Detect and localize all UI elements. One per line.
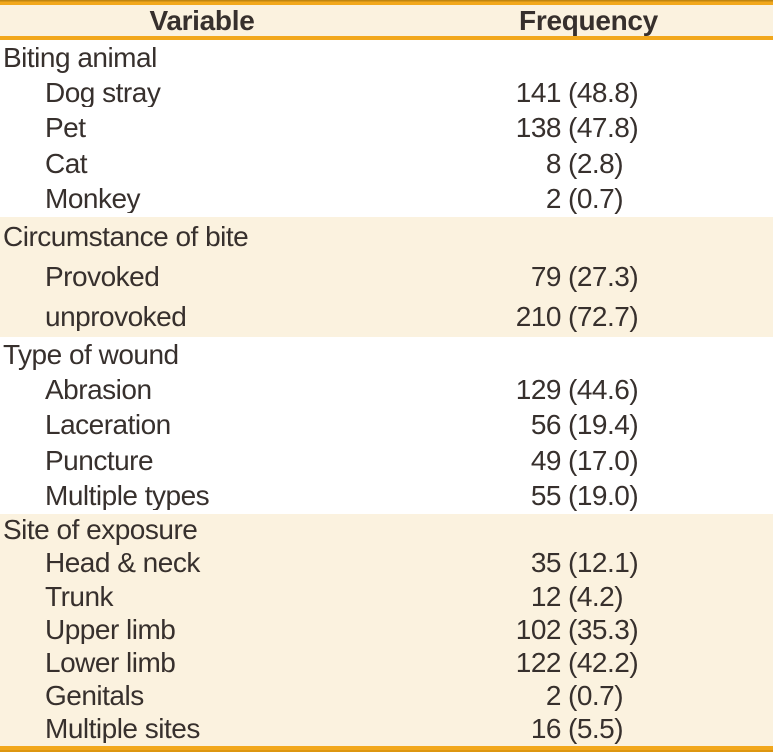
frequency-count: 12 <box>530 580 562 612</box>
frequency-count: 102 <box>515 613 562 645</box>
frequency-percent: (5.5) <box>568 713 624 745</box>
row-label: Head & neck <box>45 549 200 578</box>
frequency-percent: (27.3) <box>568 260 639 292</box>
row-frequency: 141 (48.8) <box>401 76 770 108</box>
column-header-frequency: Frequency <box>519 4 658 36</box>
frequency-count: 55 <box>530 479 562 511</box>
frequency-count: 210 <box>515 300 562 332</box>
frequency-count: 2 <box>545 182 562 214</box>
frequency-count: 56 <box>530 409 562 441</box>
row-frequency: 122 (42.2) <box>401 646 770 678</box>
row-label: Lower limb <box>45 648 176 677</box>
frequency-count: 129 <box>515 373 562 405</box>
frequency-percent: (17.0) <box>568 444 639 476</box>
section-header: Biting animal <box>3 41 157 73</box>
row-label: Pet <box>45 114 86 143</box>
table-section: Biting animal Dog stray 141 (48.8) Pet 138 (47… <box>0 40 773 217</box>
row-label: Abrasion <box>45 375 152 404</box>
frequency-percent: (0.7) <box>568 182 624 214</box>
row-frequency: 55 (19.0) <box>401 479 770 511</box>
row-label: Cat <box>45 149 88 178</box>
row-frequency: 210 (72.7) <box>401 300 770 332</box>
table-row: unprovoked 210 (72.7) <box>0 297 773 337</box>
frequency-percent: (72.7) <box>568 300 639 332</box>
table-row: Dog stray 141 (48.8) <box>0 75 773 110</box>
row-frequency: 102 (35.3) <box>401 613 770 645</box>
table-header-row: Variable Frequency <box>0 5 773 36</box>
table-row: Multiple sites 16 (5.5) <box>0 713 773 746</box>
frequency-percent: (2.8) <box>568 147 624 179</box>
frequency-count: 79 <box>530 260 562 292</box>
header-rule <box>0 36 773 40</box>
row-label: Dog stray <box>45 78 161 107</box>
table-section: Site of exposure Head & neck 35 (12.1) Trunk… <box>0 513 773 746</box>
table-row: Upper limb 102 (35.3) <box>0 613 773 646</box>
frequency-count: 122 <box>515 646 562 678</box>
row-frequency: 129 (44.6) <box>401 373 770 405</box>
table-row: Pet 138 (47.8) <box>0 111 773 146</box>
table-section: Type of wound Abrasion 129 (44.6) Laceration… <box>0 337 773 514</box>
frequency-count: 138 <box>515 112 562 144</box>
table-body: Biting animal Dog stray 141 (48.8) Pet 138 (47… <box>0 40 773 746</box>
frequency-percent: (48.8) <box>568 76 639 108</box>
row-frequency: 2 (0.7) <box>401 182 770 214</box>
table-row: Laceration 56 (19.4) <box>0 408 773 443</box>
row-label: Provoked <box>45 262 160 291</box>
frequency-percent: (0.7) <box>568 680 624 712</box>
section-header: Circumstance of bite <box>3 220 249 252</box>
column-header-variable: Variable <box>149 4 255 36</box>
row-frequency: 49 (17.0) <box>401 444 770 476</box>
row-frequency: 56 (19.4) <box>401 411 770 439</box>
frequency-percent: (42.2) <box>568 646 639 678</box>
table-row: Cat 8 (2.8) <box>0 146 773 181</box>
row-label: Monkey <box>45 184 141 213</box>
frequency-count: 49 <box>530 444 562 476</box>
table-row: Puncture 49 (17.0) <box>0 443 773 478</box>
row-label: Genitals <box>45 682 144 711</box>
row-label: Puncture <box>45 446 154 475</box>
table-section: Circumstance of bite Provoked 79 (27.3) unpr… <box>0 216 773 337</box>
row-frequency: 12 (4.2) <box>401 580 770 612</box>
table-row: Multiple types 55 (19.0) <box>0 478 773 513</box>
row-label: Upper limb <box>45 615 176 644</box>
frequency-percent: (47.8) <box>568 112 639 144</box>
frequency-percent: (4.2) <box>568 580 624 612</box>
frequency-count: 8 <box>545 147 562 179</box>
row-label: Multiple sites <box>45 715 200 744</box>
row-frequency: 35 (12.1) <box>401 549 770 577</box>
frequency-percent: (19.0) <box>568 479 639 511</box>
table-row: Head & neck 35 (12.1) <box>0 547 773 580</box>
frequency-count: 16 <box>530 713 562 745</box>
row-label: Laceration <box>45 411 171 440</box>
bottom-rule <box>0 746 773 752</box>
table-row: Monkey 2 (0.7) <box>0 181 773 216</box>
row-label: unprovoked <box>45 302 187 331</box>
row-frequency: 8 (2.8) <box>401 147 770 179</box>
table-row: Genitals 2 (0.7) <box>0 680 773 713</box>
row-label: Multiple types <box>45 481 210 510</box>
frequency-percent: (19.4) <box>568 409 639 441</box>
row-label: Trunk <box>45 582 114 611</box>
row-frequency: 2 (0.7) <box>401 682 770 710</box>
frequency-percent: (35.3) <box>568 613 639 645</box>
section-header: Type of wound <box>3 338 179 370</box>
frequency-percent: (44.6) <box>568 373 639 405</box>
frequency-percent: (12.1) <box>568 547 639 579</box>
section-header: Site of exposure <box>3 514 198 546</box>
row-frequency: 79 (27.3) <box>401 260 770 292</box>
table-row: Trunk 12 (4.2) <box>0 580 773 613</box>
table-row: Lower limb 122 (42.2) <box>0 646 773 679</box>
row-frequency: 16 (5.5) <box>401 715 770 743</box>
top-rule <box>0 0 773 5</box>
row-frequency: 138 (47.8) <box>401 114 770 142</box>
frequency-count: 2 <box>545 680 562 712</box>
table-row: Provoked 79 (27.3) <box>0 257 773 297</box>
frequency-count: 141 <box>515 76 562 108</box>
frequency-count: 35 <box>530 547 562 579</box>
table-row: Abrasion 129 (44.6) <box>0 372 773 407</box>
